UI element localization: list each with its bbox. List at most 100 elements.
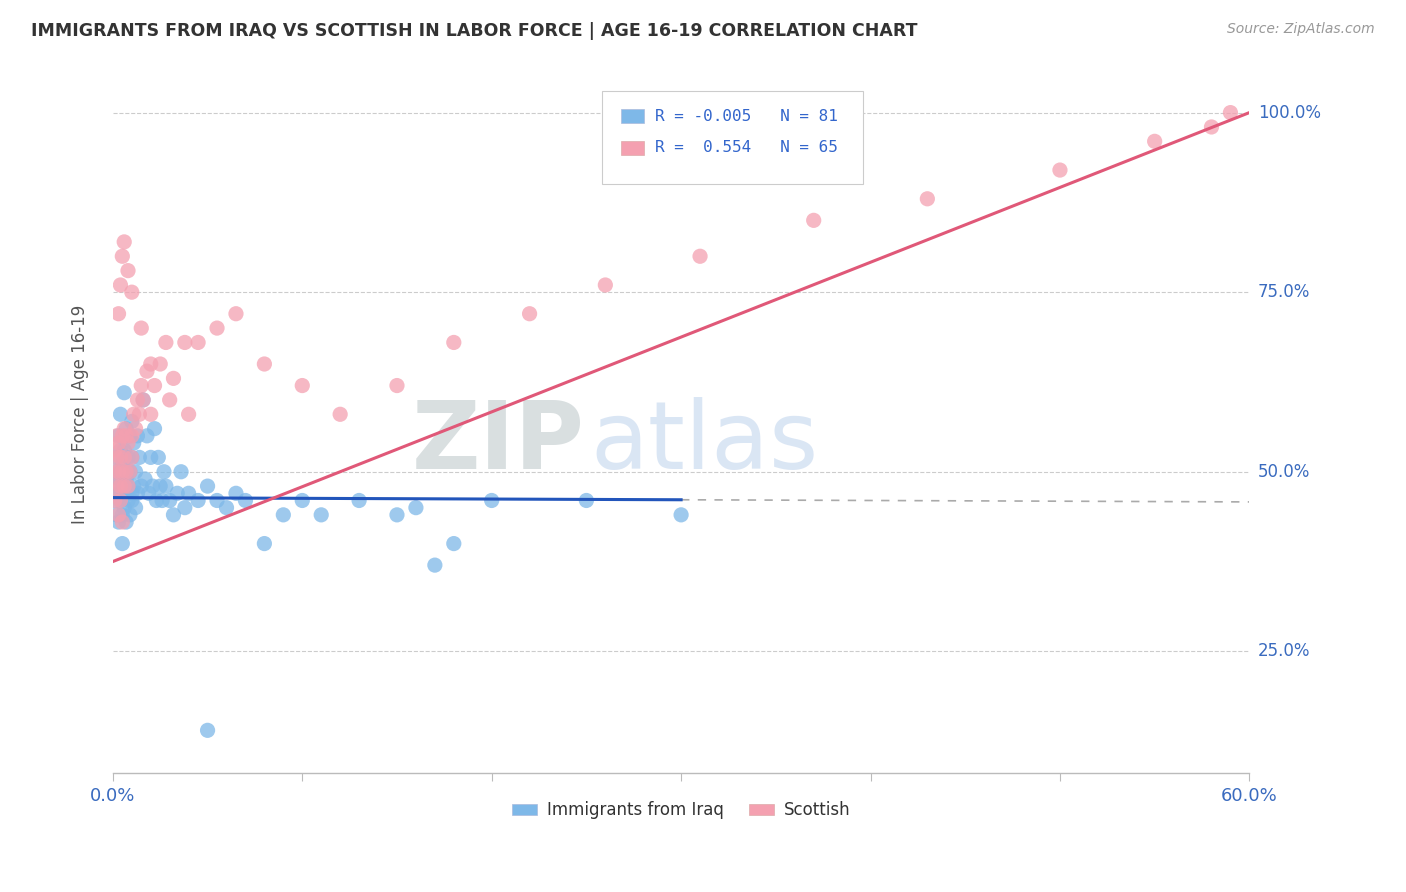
Point [112,235,135,249]
Point [115,472,138,486]
Point [121,450,143,465]
Point [138,486,160,500]
Point [385,378,408,392]
Point [132,392,155,407]
Point [118,429,141,443]
Point [112,486,135,500]
Point [187,493,209,508]
Point [136,429,159,443]
Point [110,493,132,508]
Legend: Immigrants from Iraq, Scottish: Immigrants from Iraq, Scottish [505,795,858,826]
Point [127,486,149,500]
Point [122,407,145,421]
Point [1219,105,1241,120]
Text: ZIP: ZIP [412,397,585,489]
Point [105,450,128,465]
Text: IMMIGRANTS FROM IRAQ VS SCOTTISH IN LABOR FORCE | AGE 16-19 CORRELATION CHART: IMMIGRANTS FROM IRAQ VS SCOTTISH IN LABO… [31,22,918,40]
Point [127,429,149,443]
Point [104,493,127,508]
Point [385,508,408,522]
Point [105,429,128,443]
Point [205,493,228,508]
Point [104,465,127,479]
Point [111,458,134,472]
Point [121,429,143,443]
Point [117,450,139,465]
Point [122,436,145,450]
Point [149,357,172,371]
Point [124,465,146,479]
Point [136,364,159,378]
Point [917,192,939,206]
Point [107,486,129,500]
Point [173,335,195,350]
Point [117,493,139,508]
Point [122,479,145,493]
Point [107,429,129,443]
Point [139,357,162,371]
Point [149,479,172,493]
Point [309,508,332,522]
Point [112,443,135,458]
Point [111,536,134,550]
Point [112,450,135,465]
Point [162,508,184,522]
Point [1049,163,1071,178]
Point [117,263,139,277]
Point [105,479,128,493]
Point [111,515,134,529]
Text: atlas: atlas [591,397,818,489]
Point [112,479,135,493]
Point [145,493,167,508]
Point [118,508,141,522]
Point [112,500,135,515]
Point [111,429,134,443]
Point [128,407,150,421]
Point [159,392,181,407]
Point [107,472,129,486]
Point [148,450,170,465]
Point [107,436,129,450]
Point [143,378,166,392]
Point [347,493,370,508]
Point [112,385,135,400]
Point [104,465,127,479]
Point [107,508,129,522]
Point [105,508,128,522]
FancyBboxPatch shape [621,141,644,155]
Point [132,392,155,407]
Point [121,493,143,508]
Point [118,465,141,479]
Point [124,422,146,436]
Point [197,723,219,738]
Point [110,493,132,508]
Point [595,277,617,292]
Text: 100.0%: 100.0% [1258,103,1320,121]
Point [225,307,247,321]
Point [155,479,177,493]
Point [443,536,465,550]
Point [443,335,465,350]
Point [205,321,228,335]
Point [110,450,132,465]
Point [128,450,150,465]
Point [129,479,152,493]
Point [115,465,138,479]
Point [127,392,149,407]
Point [153,465,176,479]
Point [107,515,129,529]
Point [112,422,135,436]
Point [291,493,314,508]
Point [117,479,139,493]
Point [118,465,141,479]
Text: Source: ZipAtlas.com: Source: ZipAtlas.com [1227,22,1375,37]
Y-axis label: In Labor Force | Age 16-19: In Labor Force | Age 16-19 [72,305,89,524]
Point [110,277,132,292]
Point [139,450,162,465]
Point [110,479,132,493]
Point [111,479,134,493]
Text: 75.0%: 75.0% [1258,283,1310,301]
Point [481,493,503,508]
Point [150,493,173,508]
Point [124,500,146,515]
